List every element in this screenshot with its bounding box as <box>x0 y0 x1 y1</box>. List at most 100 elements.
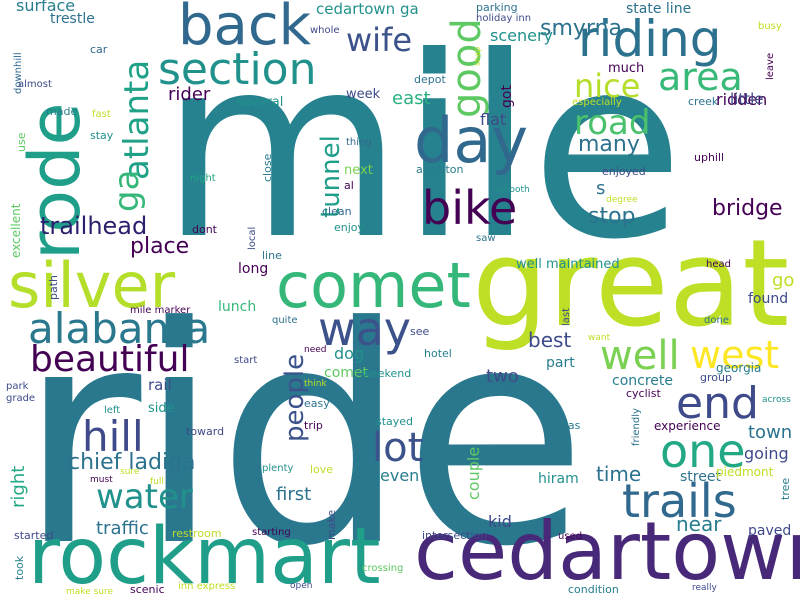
cloud-word: s <box>596 178 606 199</box>
cloud-word: fast <box>92 109 111 120</box>
cloud-word: saw <box>476 233 496 244</box>
cloud-word: weekend <box>362 367 412 380</box>
cloud-word: line <box>262 249 282 262</box>
cloud-word: even <box>380 466 420 485</box>
cloud-word: several <box>236 95 284 110</box>
cloud-word: first <box>276 484 312 505</box>
cloud-word: cyclist <box>626 387 661 400</box>
cloud-word: found <box>748 291 789 307</box>
cloud-word: especially <box>572 97 622 108</box>
cloud-word: made <box>46 105 78 118</box>
cloud-word: rockmart <box>28 512 381 600</box>
cloud-word: use <box>15 132 28 152</box>
cloud-word: going <box>744 444 789 463</box>
cloud-word: good <box>444 18 490 118</box>
cloud-word: two <box>486 366 519 387</box>
cloud-word: well maintained <box>516 257 620 272</box>
cloud-word: make sure <box>66 587 114 597</box>
cloud-word: holiday inn <box>476 13 532 24</box>
cloud-word: sure <box>120 467 140 477</box>
cloud-word: group <box>700 371 732 384</box>
cloud-word: night <box>190 173 216 184</box>
cloud-word: long <box>238 261 269 277</box>
cloud-word: part <box>546 355 575 371</box>
cloud-word: enjoy <box>334 221 365 234</box>
cloud-word: end <box>676 378 759 429</box>
cloud-word: west <box>690 333 780 377</box>
cloud-word: excellent <box>9 203 23 258</box>
cloud-word: wife <box>346 21 413 59</box>
cloud-word: comet <box>276 249 471 322</box>
cloud-word: want <box>588 333 611 343</box>
cloud-word: open <box>290 581 313 591</box>
cloud-word: grade <box>6 393 36 404</box>
cloud-word: much <box>608 61 645 76</box>
cloud-word: hotel <box>424 347 452 360</box>
cloud-word: trailhead <box>40 212 148 240</box>
cloud-word: riding <box>578 10 722 68</box>
cloud-word: silver <box>8 249 176 322</box>
cloud-word: quite <box>272 315 298 326</box>
cloud-word: restroom <box>172 527 222 540</box>
cloud-word: water <box>96 477 193 517</box>
cloud-word: must <box>90 475 113 485</box>
cloud-word: uphill <box>694 151 725 164</box>
cloud-word: depot <box>414 73 446 86</box>
cloud-word: love <box>310 463 334 476</box>
cloud-word: way <box>318 302 412 356</box>
cloud-word: trestle <box>50 11 95 27</box>
cloud-word: al <box>344 179 354 192</box>
cloud-word: lot <box>372 425 424 471</box>
cloud-word: cedartown <box>414 505 800 598</box>
cloud-word: make <box>325 509 338 540</box>
cloud-word: east <box>392 88 431 109</box>
cloud-word: creek <box>688 95 719 108</box>
cloud-word: smyrna <box>540 16 622 41</box>
cloud-word: clean <box>322 205 352 218</box>
cloud-word: toward <box>186 425 225 438</box>
cloud-word: paved <box>748 523 792 539</box>
cloud-word: best <box>528 328 572 352</box>
cloud-word: scenic <box>130 583 165 596</box>
cloud-word: got <box>499 85 515 108</box>
cloud-word: thing <box>346 137 372 148</box>
cloud-word: coming <box>480 379 514 389</box>
cloud-word: great <box>472 215 790 354</box>
cloud-word: condition <box>568 583 619 596</box>
cloud-word: bridge <box>712 196 783 221</box>
cloud-word: back <box>178 0 312 58</box>
cloud-word: near <box>676 512 722 536</box>
cloud-word: head <box>706 259 731 270</box>
cloud-word: starting <box>252 527 291 538</box>
cloud-word: enjoyed <box>602 165 646 178</box>
cloud-word: think <box>304 379 327 389</box>
cloud-word: couple <box>464 446 483 500</box>
cloud-word: smooth <box>496 185 530 195</box>
cloud-word: leave <box>765 52 776 80</box>
cloud-word: used <box>558 531 583 542</box>
cloud-word: section <box>158 44 317 95</box>
cloud-word: really <box>692 583 717 593</box>
cloud-word: done <box>704 315 729 326</box>
cloud-word: parking <box>476 1 518 14</box>
cloud-word: alabama <box>28 304 211 353</box>
cloud-word: close <box>261 153 274 182</box>
cloud-word: easy <box>304 397 330 410</box>
cloud-word: experience <box>654 419 721 433</box>
cloud-word: car <box>90 43 108 56</box>
cloud-word: little <box>730 90 764 108</box>
cloud-word: busy <box>758 21 782 32</box>
cloud-word: one <box>660 424 746 478</box>
cloud-word: plenty <box>262 463 294 474</box>
cloud-word: town <box>748 422 793 443</box>
cloud-word: traffic <box>96 518 149 539</box>
cloud-word: trails <box>622 474 737 528</box>
cloud-word: go <box>772 270 795 291</box>
cloud-word: trip <box>304 419 323 432</box>
cloud-word: side <box>148 401 175 416</box>
cloud-word: day <box>414 104 529 177</box>
cloud-word: lunch <box>218 299 257 315</box>
cloud-word: kid <box>488 512 512 531</box>
cloud-word: need <box>304 345 327 355</box>
